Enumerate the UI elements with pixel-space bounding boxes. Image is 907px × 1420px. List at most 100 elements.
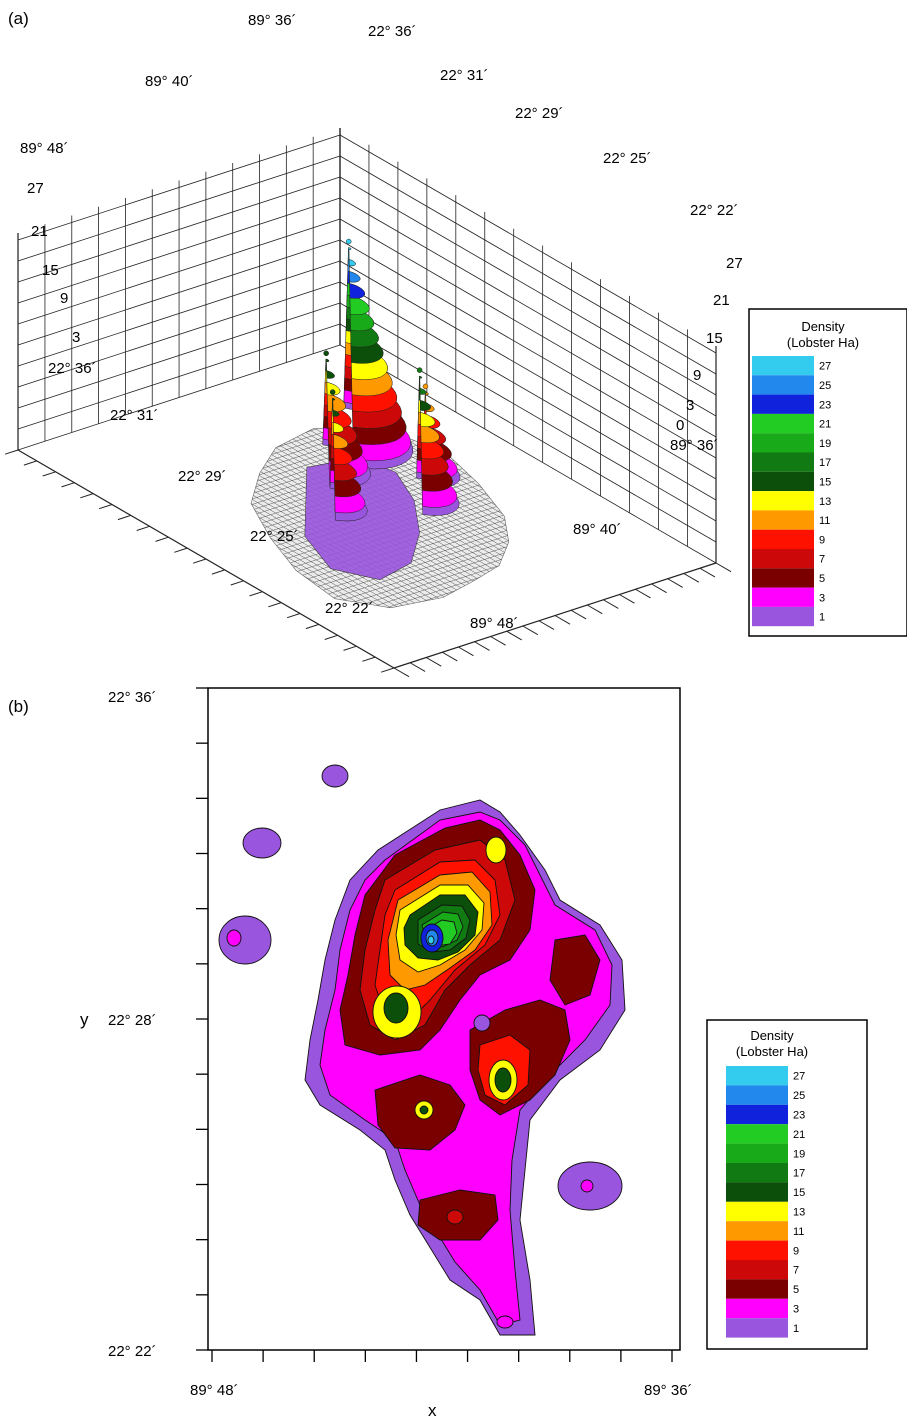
right-z-tick-21: 21 [713,292,730,309]
peak-2-apex [422,383,429,390]
front-x-tick-3: 89° 48´ [470,615,519,632]
z-tick-3: 3 [72,329,80,346]
x-axis-label: x [428,1401,437,1420]
y-tick-top: 22° 36´ [108,689,157,706]
legend-a-swatch-25 [752,375,814,395]
legend-b-subtitle: (Lobster Ha) [736,1044,808,1059]
y-tick-mid: 22° 28´ [108,1012,157,1029]
legend-b-label-3: 3 [793,1304,799,1316]
front-y-tick-2: 22° 31´ [110,407,159,424]
peak-1-apex [345,238,352,245]
legend-b-swatch-25 [726,1085,788,1105]
legend-b-swatch-5 [726,1279,788,1299]
legend-a-label-9: 9 [819,534,825,546]
legend-a-label-17: 17 [819,457,831,469]
contour-plot: 22° 36´ 22° 28´ 22° 22´ 89° 48´ 89° 36´ … [80,687,693,1420]
contour-inner-low [473,1014,491,1032]
legend-b-label-9: 9 [793,1245,799,1257]
contour-level-3-tip [496,1315,514,1329]
panel-label-b: (b) [8,697,29,716]
legend-a-swatch-3 [752,587,814,607]
legend-b: Density (Lobster Ha) 2725232119171513119… [706,1019,868,1350]
axis-labels-3d: 89° 36´ 89° 40´ 89° 48´ 22° 36´ 22° 31´ … [20,12,743,632]
contour-level-15-south [419,1105,429,1115]
legend-a-swatch-13 [752,491,814,511]
legend-a-label-19: 19 [819,438,831,450]
contour-ticks [196,687,673,1362]
contour-level-13-northtip [485,836,507,864]
x-tick-left: 89° 48´ [190,1382,239,1399]
contour-outlier-4-core [580,1179,594,1193]
legend-b-swatch-23 [726,1104,788,1125]
legend-a-swatch-21 [752,413,814,434]
legend-a-swatch-1 [752,606,814,627]
legend-a-swatch-5 [752,568,814,588]
surface-3d-plot: 89° 36´ 89° 40´ 89° 48´ 22° 36´ 22° 31´ … [4,12,743,678]
legend-a-swatch-27 [752,356,814,376]
legend-a-swatch-15 [752,471,814,492]
contour-level-7-tail [446,1209,464,1225]
legend-a-label-21: 21 [819,419,831,431]
legend-b-label-23: 23 [793,1110,805,1122]
peak-5-band-15 [331,397,340,417]
front-y-tick-1: 22° 36´ [48,360,97,377]
legend-b-title: Density [750,1028,794,1043]
legend-a-label-1: 1 [819,612,825,624]
top-y-tick-5: 22° 22´ [690,202,739,219]
legend-a-swatch-23 [752,394,814,414]
legend-a-label-13: 13 [819,496,831,508]
peak-3-apex [323,350,329,357]
front-x-tick-1: 89° 36´ [670,437,719,454]
legend-a-label-11: 11 [819,515,830,527]
contour-outlier-2 [242,827,282,859]
top-x-tick-1: 89° 36´ [248,12,297,29]
z-tick-15: 15 [42,262,59,279]
legend-b-swatch-11 [726,1221,788,1241]
legend-b-label-7: 7 [793,1265,799,1277]
peak-1-band-27 [347,247,356,267]
peak-4-band-17 [418,375,427,395]
back-walls [17,128,717,564]
top-y-tick-1: 22° 36´ [368,23,417,40]
panel-label-a: (a) [8,9,29,28]
front-y-tick-5: 22° 22´ [325,600,374,617]
y-tick-bottom: 22° 22´ [108,1343,157,1360]
density-peaks [322,238,461,522]
peak-3-band-15 [325,358,335,379]
legend-b-label-21: 21 [793,1129,805,1141]
right-z-tick-15: 15 [706,330,723,347]
top-x-tick-3: 89° 48´ [20,140,69,157]
top-y-tick-4: 22° 25´ [603,150,652,167]
contour-level-15-west [383,992,409,1024]
legend-b-label-15: 15 [793,1187,805,1199]
legend-a-label-5: 5 [819,573,825,585]
front-x-tick-2: 89° 40´ [573,521,622,538]
contour-outlier-3 [218,915,272,965]
legend-b-label-25: 25 [793,1090,805,1102]
z-tick-27: 27 [27,180,44,197]
legend-a-label-27: 27 [819,361,831,373]
legend-b-swatch-3 [726,1298,788,1319]
legend-a-swatch-17 [752,452,814,472]
peak-5 [329,389,368,522]
legend-b-label-19: 19 [793,1148,805,1160]
top-y-tick-3: 22° 29´ [515,105,564,122]
legend-b-swatch-9 [726,1240,788,1260]
legend-b-swatch-7 [726,1260,788,1280]
peak-4-apex [416,367,423,373]
legend-b-label-13: 13 [793,1207,805,1219]
legend-a-title: Density [801,319,845,334]
legend-a-label-25: 25 [819,380,831,392]
legend-a-swatch-9 [752,529,814,549]
legend-b-swatch-19 [726,1143,788,1163]
contour-outlier-3-core [226,929,242,947]
legend-b-label-11: 11 [793,1226,804,1238]
legend-b-label-5: 5 [793,1284,799,1296]
legend-b-label-27: 27 [793,1071,805,1083]
legend-a-label-7: 7 [819,554,825,566]
legend-a: Density (Lobster Ha) 2725232119171513119… [748,308,907,637]
front-y-tick-3: 22° 29´ [178,468,227,485]
legend-b-label-1: 1 [793,1323,799,1335]
peak-5-apex [329,389,336,395]
contour-regions [218,764,626,1336]
